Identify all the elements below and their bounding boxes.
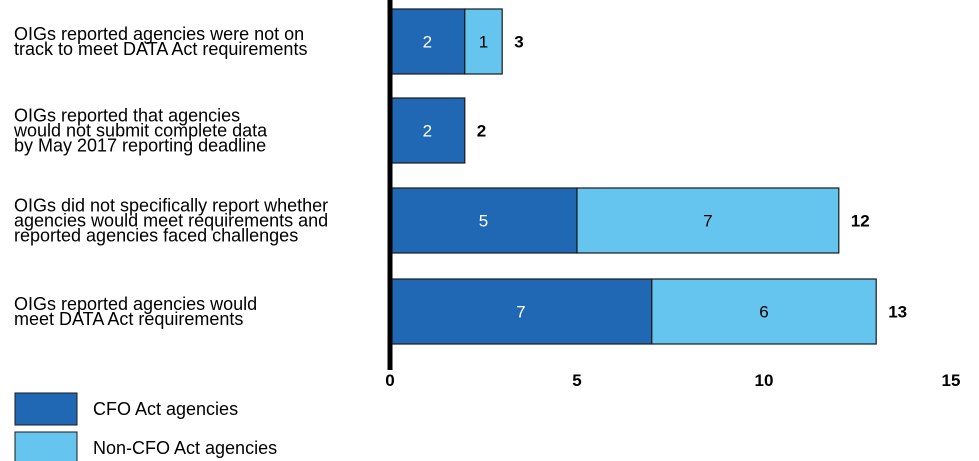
total-label: 3 <box>514 33 523 52</box>
x-tick-label: 5 <box>572 371 581 390</box>
category-label: OIGs reported that agencies would not sub… <box>13 106 268 156</box>
category-label-line: would not submit complete data <box>13 121 268 141</box>
legend: CFO Act agencies Non-CFO Act agencies <box>14 392 277 461</box>
data-label: 7 <box>516 303 525 322</box>
legend-swatch <box>14 431 78 461</box>
category-label-line: reported agencies faced challenges <box>14 226 298 246</box>
category-label-line: OIGs reported that agencies <box>14 106 240 126</box>
category-label-line: agencies would meet requirements and <box>14 211 328 231</box>
data-label: 2 <box>423 33 432 52</box>
category-label: OIGs reported agencies would meet DATA Ac… <box>14 294 257 329</box>
category-label: OIGs did not specifically report whether… <box>14 196 328 246</box>
x-tick-label: 0 <box>385 371 394 390</box>
x-axis-tick-labels: 0 5 10 15 <box>385 371 960 390</box>
data-label: 6 <box>759 303 768 322</box>
category-label-line: OIGs did not specifically report whether <box>14 196 328 216</box>
legend-swatch <box>14 392 78 426</box>
total-label: 2 <box>477 122 486 141</box>
category-label-line: OIGs reported agencies were not on <box>14 24 304 44</box>
bar-segment <box>576 187 840 254</box>
category-label-line: meet DATA Act requirements <box>14 309 243 329</box>
total-label: 12 <box>851 212 870 231</box>
category-label-line: track to meet DATA Act requirements <box>14 39 307 59</box>
legend-label: CFO Act agencies <box>93 399 238 419</box>
category-labels: OIGs reported agencies were not on track … <box>13 24 328 329</box>
data-label: 7 <box>703 212 712 231</box>
x-tick-label: 10 <box>755 371 774 390</box>
data-label: 5 <box>479 212 488 231</box>
data-label: 1 <box>479 33 488 52</box>
category-label-line: by May 2017 reporting deadline <box>14 136 266 156</box>
data-label: 2 <box>423 122 432 141</box>
bar-segment <box>651 278 877 345</box>
legend-label: Non-CFO Act agencies <box>93 438 277 458</box>
bars: 2 1 32 25 7 127 6 13 <box>389 8 907 345</box>
bar-segment <box>464 8 503 75</box>
bar-segment <box>389 278 653 345</box>
category-label: OIGs reported agencies were not on track … <box>14 24 307 59</box>
x-tick-label: 15 <box>942 371 961 390</box>
category-label-line: OIGs reported agencies would <box>14 294 257 314</box>
total-label: 13 <box>888 303 907 322</box>
